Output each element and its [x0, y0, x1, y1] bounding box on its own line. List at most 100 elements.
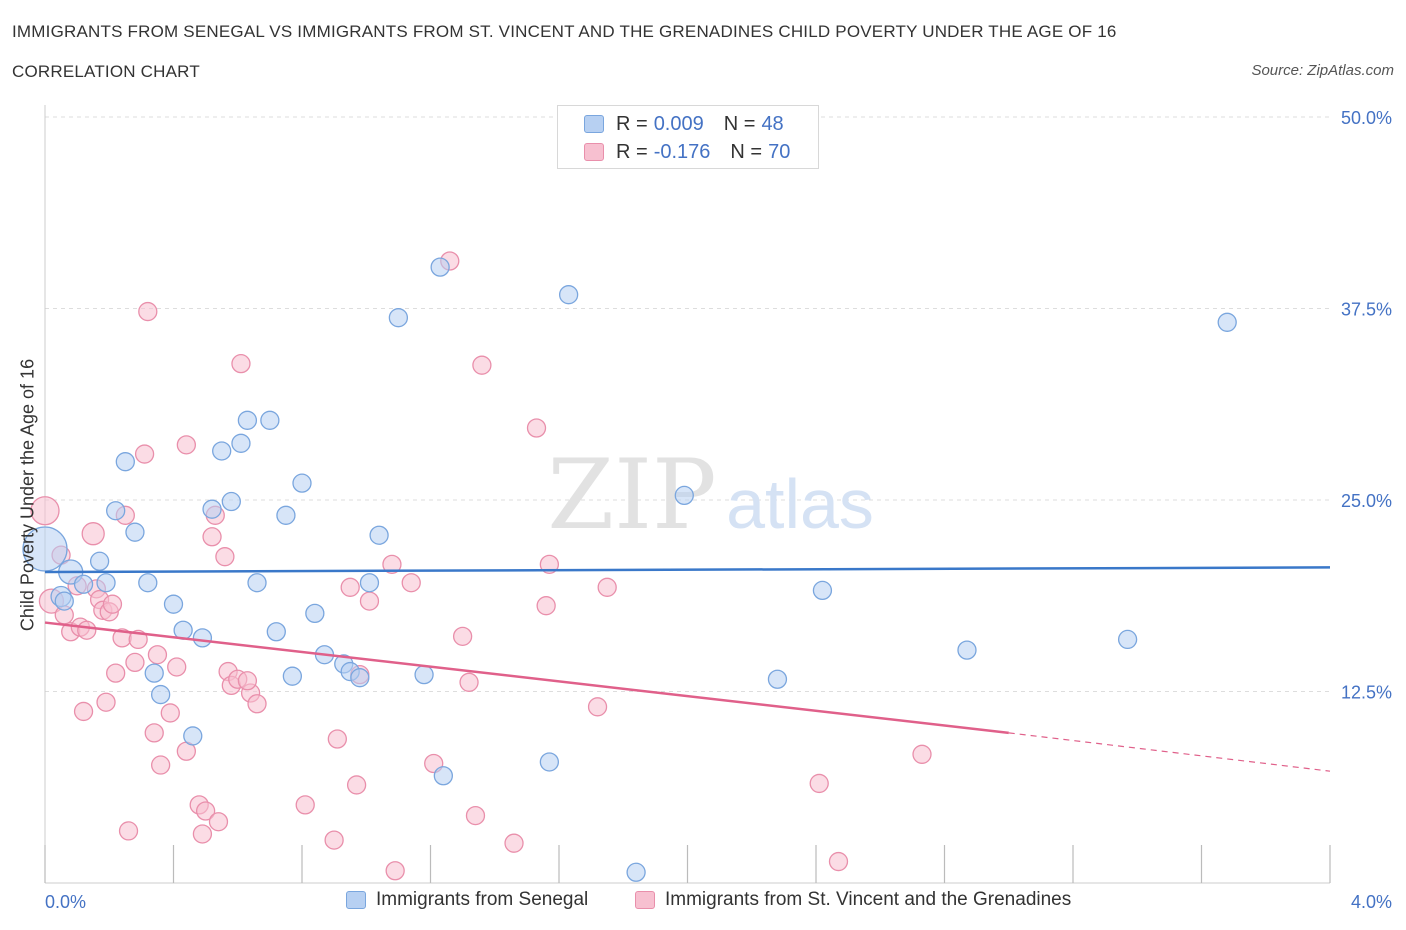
watermark-atlas: atlas: [726, 465, 874, 543]
grid-lines: [45, 116, 1330, 692]
st-vincent-point: [134, 444, 155, 464]
senegal-swatch: [346, 891, 366, 909]
st-vincent-point: [195, 801, 216, 821]
senegal-point: [138, 573, 158, 593]
r-label: R =: [616, 112, 648, 135]
senegal-point: [106, 501, 126, 521]
senegal-point: [430, 257, 450, 277]
r-value: -0.176: [653, 140, 711, 163]
st-vincent-point: [150, 755, 171, 775]
legend-row-senegal: R = 0.009 N = 48: [584, 112, 784, 136]
senegal-point: [957, 640, 977, 660]
senegal-point: [144, 663, 164, 683]
st-vincent-point: [176, 435, 197, 455]
st-vincent-point: [597, 577, 617, 597]
y-axis-title: Child Poverty Under the Age of 16: [17, 358, 38, 632]
senegal-swatch: [584, 115, 604, 133]
senegal-point: [183, 726, 203, 746]
tick-labels: 50.0% 37.5% 25.0% 12.5% 0.0% 4.0%: [45, 108, 1392, 912]
senegal-point: [237, 410, 258, 430]
senegal-point: [221, 491, 241, 512]
st-vincent-point: [167, 657, 187, 677]
y-tick-label: 12.5%: [1341, 683, 1392, 703]
st-vincent-point: [346, 775, 367, 795]
r-value: 0.009: [653, 112, 704, 135]
senegal-point: [260, 410, 280, 430]
st-vincent-point: [327, 729, 347, 749]
n-label: N =: [723, 112, 756, 135]
st-vincent-point: [809, 773, 829, 794]
st-vincent-point: [401, 573, 421, 593]
st-vincent-point: [160, 703, 180, 723]
st-vincent-point: [231, 354, 251, 374]
st-vincent-point: [459, 672, 479, 692]
senegal-point: [369, 525, 389, 545]
x-tick-label: 4.0%: [1351, 892, 1392, 912]
senegal-point: [539, 752, 560, 772]
correlation-legend: R = 0.009 N = 48 R = -0.176 N = 70: [557, 105, 819, 169]
series-senegal-points: [22, 257, 1237, 882]
senegal-point: [433, 766, 454, 786]
st-vincent-point: [77, 620, 97, 640]
st-vincent-point: [385, 861, 405, 881]
y-tick-label: 25.0%: [1341, 491, 1392, 511]
st-vincent-point: [102, 594, 123, 614]
senegal-point: [388, 308, 409, 328]
senegal-point: [282, 666, 303, 686]
st-vincent-point: [192, 824, 213, 844]
watermark: ZIP atlas: [547, 439, 874, 551]
n-value: 70: [768, 140, 791, 163]
senegal-point: [115, 452, 135, 472]
n-label: N =: [730, 140, 763, 163]
st-vincent-point: [247, 694, 267, 714]
st-vincent-point: [96, 692, 116, 712]
senegal-point: [266, 622, 286, 642]
st-vincent-trend-line: [44, 621, 1009, 735]
senegal-point: [767, 669, 788, 689]
senegal-legend-label: Immigrants from Senegal: [376, 889, 589, 910]
senegal-point: [96, 573, 116, 593]
chart-subtitle: CORRELATION CHART: [12, 62, 200, 81]
senegal-point: [292, 473, 312, 493]
senegal-point: [812, 580, 833, 601]
st-vincent-trend-extension: [1008, 732, 1331, 772]
senegal-trend-line: [44, 566, 1331, 574]
senegal-point: [89, 551, 110, 571]
senegal-point: [247, 573, 267, 593]
senegal-point: [674, 485, 694, 506]
axes: [44, 105, 1331, 884]
st-vincent-point: [324, 830, 344, 850]
st-vincent-point: [295, 795, 315, 815]
st-vincent-point: [539, 554, 560, 574]
source-label: Source: ZipAtlas.com: [1251, 62, 1394, 79]
senegal-point: [192, 628, 213, 648]
st-vincent-point: [237, 671, 258, 691]
chart-title: IMMIGRANTS FROM SENEGAL VS IMMIGRANTS FR…: [12, 22, 1117, 41]
st-vincent-point: [536, 596, 556, 616]
senegal-point: [1217, 312, 1237, 332]
st-vincent-point: [382, 554, 402, 574]
trend-lines: [44, 566, 1331, 772]
series-st-vincent-points: [30, 251, 932, 881]
senegal-point: [1117, 629, 1138, 650]
y-tick-label: 37.5%: [1341, 300, 1392, 320]
senegal-point: [359, 573, 380, 593]
st-vincent-point: [452, 626, 473, 646]
senegal-point: [73, 574, 94, 594]
st-vincent-point: [125, 652, 145, 673]
r-label: R =: [616, 140, 648, 163]
st-vincent-point: [215, 547, 235, 567]
st-vincent-point: [138, 301, 158, 322]
legend-row-st-vincent: R = -0.176 N = 70: [584, 140, 790, 164]
senegal-point: [150, 684, 171, 705]
st-vincent-point: [144, 723, 164, 743]
st-vincent-point: [587, 697, 608, 717]
st-vincent-point: [30, 496, 60, 526]
st-vincent-point: [147, 645, 168, 665]
senegal-point: [202, 499, 222, 519]
st-vincent-point: [526, 418, 547, 438]
st-vincent-point: [472, 355, 492, 375]
y-tick-label: 50.0%: [1341, 108, 1392, 128]
senegal-point: [125, 522, 145, 542]
st-vincent-point: [828, 851, 849, 872]
